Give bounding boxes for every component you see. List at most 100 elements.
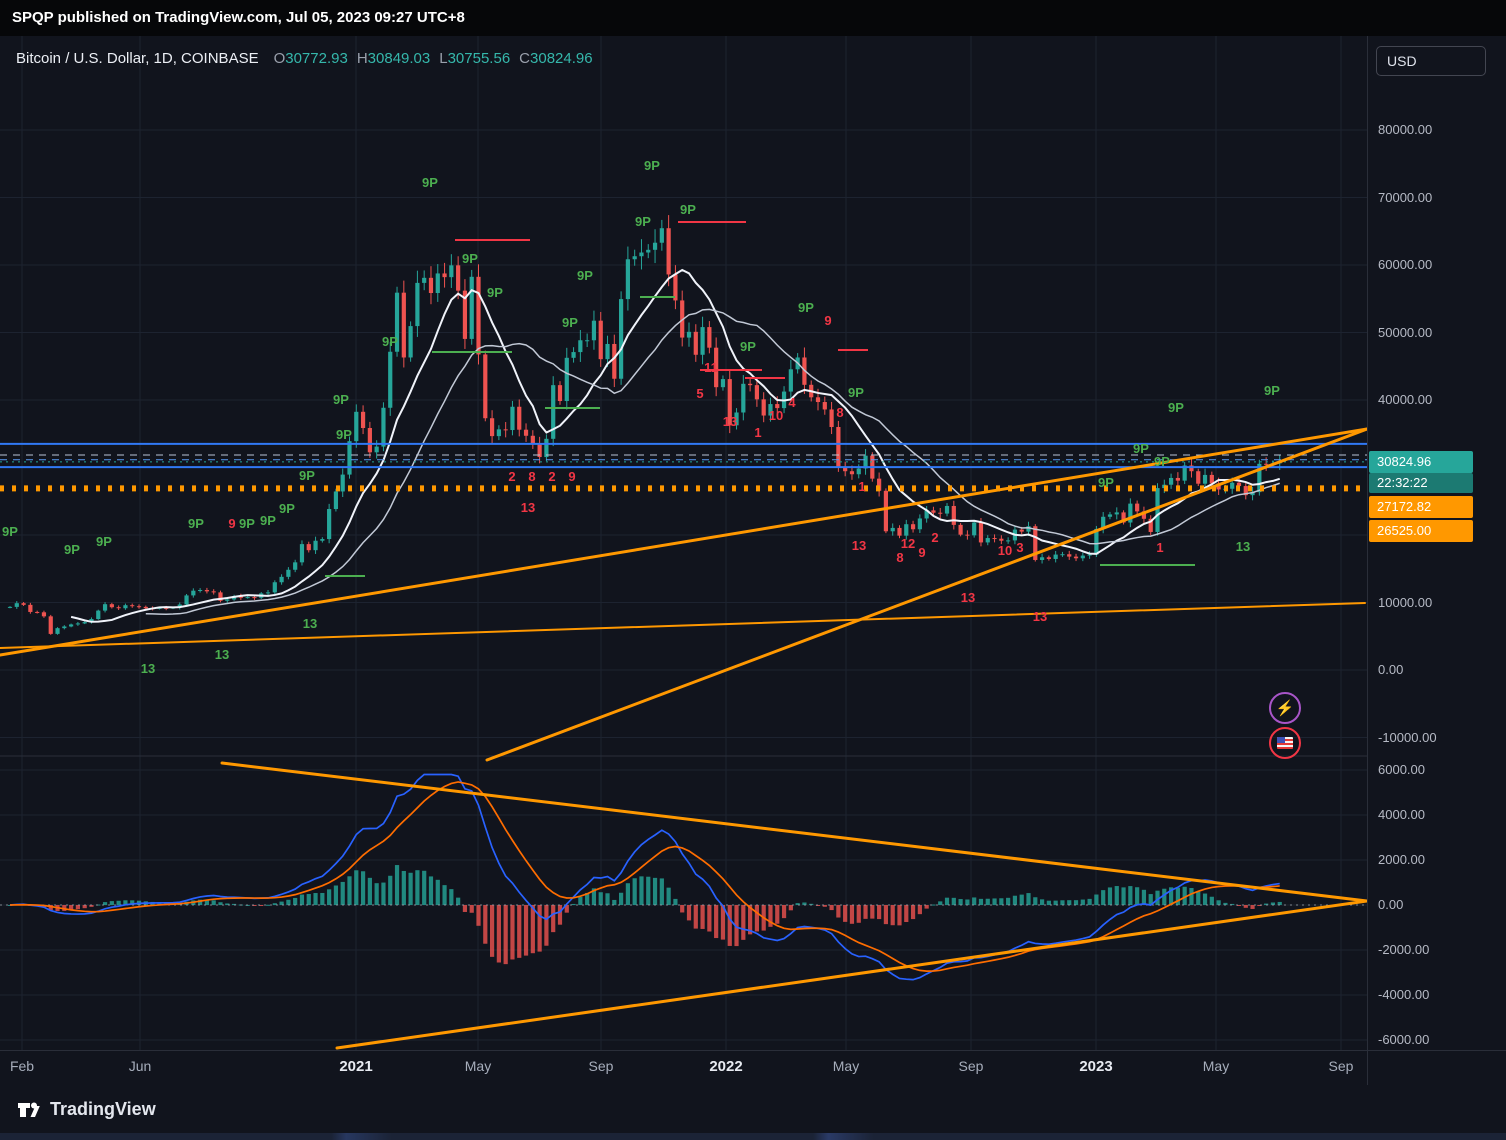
svg-text:13: 13 — [303, 616, 317, 631]
svg-text:9P: 9P — [644, 158, 660, 173]
last-price-badge: 30824.96 — [1369, 451, 1473, 473]
svg-text:9P: 9P — [239, 516, 255, 531]
macd-histogram — [0, 865, 1367, 965]
svg-text:9P: 9P — [1154, 454, 1170, 469]
time-label-month: Sep — [958, 1058, 984, 1074]
time-label-month: May — [832, 1058, 860, 1074]
svg-text:9P: 9P — [462, 251, 478, 266]
svg-text:9P: 9P — [279, 501, 295, 516]
svg-text:9: 9 — [568, 469, 575, 484]
price-tick: 2000.00 — [1378, 852, 1425, 867]
svg-text:9P: 9P — [188, 516, 204, 531]
price-level-badge: 27172.82 — [1369, 496, 1473, 518]
svg-text:1: 1 — [1156, 540, 1163, 555]
td-level-segments — [325, 221, 1195, 577]
time-axis-separator — [0, 1050, 1506, 1051]
svg-text:9P: 9P — [382, 334, 398, 349]
svg-text:9P: 9P — [740, 339, 756, 354]
close-label: C — [519, 50, 531, 67]
tradingview-attribution[interactable]: TradingView — [0, 1086, 1506, 1133]
svg-text:9P: 9P — [1098, 475, 1114, 490]
candles-series — [7, 215, 1282, 635]
svg-text:9P: 9P — [2, 524, 18, 539]
close-value: 30824.96 — [530, 50, 593, 67]
svg-text:13: 13 — [723, 414, 737, 429]
svg-text:9: 9 — [228, 516, 235, 531]
price-tick: 60000.00 — [1378, 257, 1433, 272]
svg-text:10: 10 — [998, 543, 1012, 558]
time-label-year: 2021 — [339, 1058, 373, 1075]
svg-text:8: 8 — [528, 469, 535, 484]
time-label-month: May — [1202, 1058, 1230, 1074]
svg-text:9P: 9P — [299, 468, 315, 483]
open-label: O — [273, 50, 286, 67]
svg-text:9P: 9P — [577, 268, 593, 283]
lightning-icon[interactable]: ⚡ — [1269, 692, 1301, 724]
svg-text:13: 13 — [1033, 609, 1047, 624]
svg-text:9P: 9P — [1168, 400, 1184, 415]
high-value: 30849.03 — [367, 50, 431, 67]
macd-lines — [9, 773, 1280, 981]
svg-text:4: 4 — [788, 395, 796, 410]
time-label-month: Feb — [9, 1058, 35, 1074]
svg-text:9P: 9P — [333, 392, 349, 407]
svg-text:9P: 9P — [798, 300, 814, 315]
high-label: H — [356, 50, 368, 67]
trend-lines — [0, 427, 1367, 1050]
svg-text:9: 9 — [918, 545, 925, 560]
price-axis[interactable]: USD 80000.00 70000.00 60000.00 50000.00 4000… — [1367, 36, 1506, 1085]
svg-text:13: 13 — [961, 590, 975, 605]
currency-selector[interactable]: USD — [1376, 46, 1486, 76]
svg-text:10: 10 — [769, 408, 783, 423]
low-label: L — [439, 50, 448, 67]
svg-text:13: 13 — [521, 500, 535, 515]
svg-text:3: 3 — [1016, 540, 1023, 555]
td-sequential-labels: 9P 9P 9P 9P 9P 9P 9P 9P 9P 9P 9P 9P 9P 9P 9P 9P 9P 9P 9P 9P… — [2, 158, 1280, 676]
price-tick: 50000.00 — [1378, 324, 1433, 340]
flag-stripes — [1277, 737, 1293, 749]
publish-text: SPQP published on TradingView.com, Jul 0… — [12, 9, 465, 26]
time-label-year: 2022 — [709, 1058, 743, 1075]
time-axis[interactable]: Feb Jun 2021 May Sep 2022 May Sep 2023 May Sep — [0, 1051, 1367, 1085]
svg-text:9P: 9P — [562, 315, 578, 330]
lightning-glyph: ⚡ — [1275, 700, 1295, 717]
symbol-title[interactable]: Bitcoin / U.S. Dollar, 1D, COINBASE — [16, 50, 259, 67]
price-tick: -4000.00 — [1378, 987, 1430, 1002]
moving-averages — [70, 268, 1281, 623]
price-tick: -2000.00 — [1378, 942, 1430, 957]
svg-text:9P: 9P — [487, 285, 503, 300]
svg-text:8: 8 — [896, 550, 903, 565]
svg-text:12: 12 — [901, 536, 915, 551]
time-label-month: Sep — [1328, 1058, 1354, 1074]
tradingview-wordmark: TradingView — [50, 1099, 156, 1119]
svg-text:13: 13 — [1236, 539, 1250, 554]
price-chart-canvas[interactable]: 9P 9P 9P 9P 9P 9P 9P 9P 9P 9P 9P 9P 9P 9P 9P 9P 9P 9P 9P 9P… — [0, 0, 1367, 1140]
open-value: 30772.93 — [285, 50, 348, 67]
publish-bar: SPQP published on TradingView.com, Jul 0… — [0, 0, 1506, 36]
svg-text:11: 11 — [704, 360, 718, 375]
flag-canton — [1277, 737, 1285, 743]
time-label-month: Sep — [588, 1058, 614, 1074]
svg-text:9P: 9P — [96, 534, 112, 549]
svg-text:8: 8 — [836, 405, 843, 420]
svg-text:13: 13 — [852, 538, 866, 553]
svg-text:2: 2 — [508, 469, 515, 484]
svg-text:9P: 9P — [64, 542, 80, 557]
price-tick: 10000.00 — [1378, 594, 1433, 610]
time-label-year: 2023 — [1079, 1058, 1113, 1075]
bar-countdown-badge: 22:32:22 — [1369, 473, 1473, 493]
svg-text:9P: 9P — [1133, 441, 1149, 456]
svg-text:2: 2 — [548, 469, 555, 484]
tradingview-logo-icon — [18, 1102, 40, 1117]
us-flag-icon[interactable] — [1269, 727, 1301, 759]
svg-text:9P: 9P — [422, 175, 438, 190]
price-tick: 6000.00 — [1378, 762, 1425, 777]
time-label-month: May — [464, 1058, 492, 1074]
svg-text:1: 1 — [858, 479, 865, 494]
price-tick: 70000.00 — [1378, 189, 1433, 205]
screen-edge-strip — [0, 1133, 1506, 1140]
svg-text:5: 5 — [696, 386, 703, 401]
currency-label: USD — [1387, 53, 1417, 69]
price-tick: 80000.00 — [1378, 122, 1433, 137]
price-tick: 0.00 — [1378, 662, 1404, 677]
